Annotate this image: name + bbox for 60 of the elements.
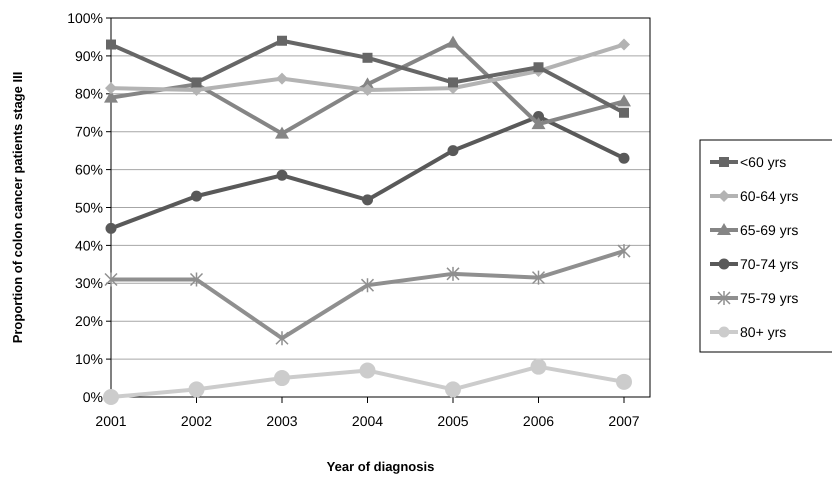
point — [274, 370, 290, 386]
y-tick-label: 70% — [74, 124, 103, 140]
point — [362, 194, 373, 206]
legend-label: 60-64 yrs — [740, 188, 798, 204]
x-axis-title: Year of diagnosis — [326, 459, 434, 474]
point — [276, 72, 288, 85]
y-tick-label: 30% — [74, 275, 103, 292]
point — [191, 190, 202, 202]
y-tick-label: 100% — [67, 10, 103, 26]
point — [188, 381, 204, 398]
point — [445, 381, 461, 398]
legend-label: <60 yrs — [740, 154, 786, 170]
point — [617, 94, 631, 106]
point — [275, 330, 289, 346]
point — [446, 36, 460, 48]
point — [362, 52, 372, 63]
point — [360, 277, 374, 293]
point — [448, 145, 458, 156]
y-tick-label: 90% — [74, 48, 103, 64]
x-tick-label: 2001 — [95, 413, 127, 429]
point — [532, 117, 546, 130]
point — [104, 90, 118, 103]
x-tick-label: 2004 — [352, 413, 384, 429]
point — [616, 374, 632, 390]
point — [618, 152, 630, 164]
legend-label: 75-79 yrs — [740, 290, 798, 306]
x-tick-label: 2002 — [180, 413, 212, 429]
y-tick-label: 40% — [74, 237, 103, 254]
x-tick-label: 2003 — [266, 413, 298, 429]
x-tick-label: 2006 — [522, 413, 554, 429]
point — [360, 362, 376, 378]
point — [534, 62, 544, 72]
x-tick-label: 2005 — [437, 413, 469, 429]
legend-label: 65-69 yrs — [740, 222, 798, 238]
point — [105, 82, 117, 94]
point — [532, 270, 546, 286]
y-tick-label: 50% — [74, 199, 103, 216]
point — [619, 108, 629, 118]
point — [103, 389, 119, 405]
y-tick-label: 60% — [74, 162, 103, 178]
point — [275, 126, 289, 139]
legend-label: 70-74 yrs — [740, 256, 798, 272]
point — [106, 40, 116, 50]
y-tick-label: 20% — [74, 313, 103, 330]
point — [104, 272, 118, 288]
point — [446, 266, 460, 282]
point — [276, 170, 288, 181]
point — [618, 38, 630, 51]
point — [277, 36, 287, 46]
point — [106, 222, 116, 234]
y-tick-label: 0% — [82, 388, 103, 405]
y-axis-title: Proportion of colon cancer patients stage III — [10, 72, 25, 344]
point — [448, 77, 458, 88]
legend-label: 80+ yrs — [740, 324, 786, 340]
point — [530, 358, 546, 375]
y-tick-label: 10% — [74, 351, 103, 367]
point — [617, 243, 631, 259]
point — [190, 272, 204, 288]
x-tick-label: 2007 — [608, 413, 640, 429]
y-tick-label: 80% — [74, 86, 103, 102]
